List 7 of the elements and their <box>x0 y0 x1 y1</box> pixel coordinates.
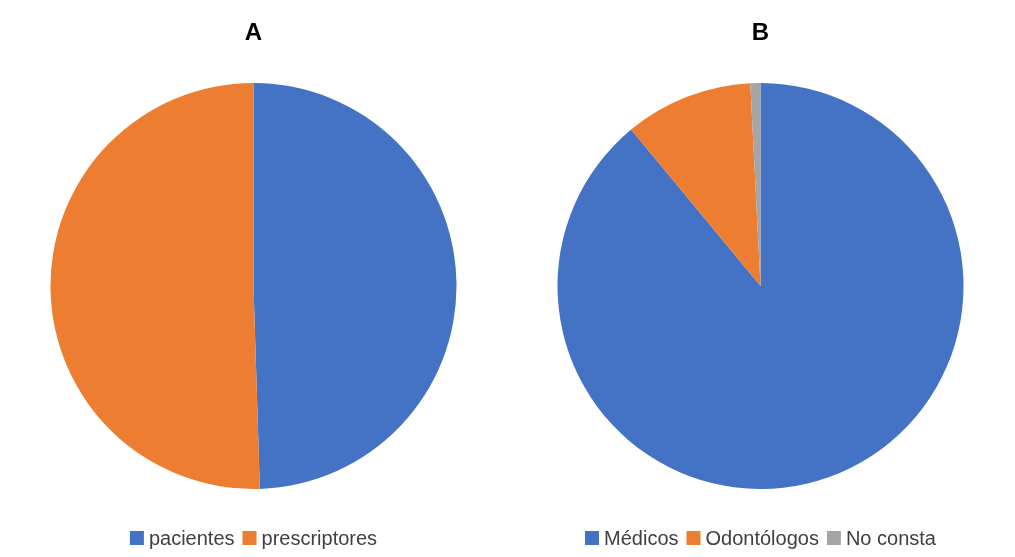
legend-label: Médicos <box>604 527 679 549</box>
legend-label: prescriptores <box>261 527 378 549</box>
legend-label: No consta <box>845 527 937 549</box>
legend-label: pacientes <box>148 527 235 549</box>
legend-label: Odontólogos <box>705 527 819 549</box>
chart-title: A <box>244 17 263 45</box>
chart-title: B <box>751 17 770 45</box>
